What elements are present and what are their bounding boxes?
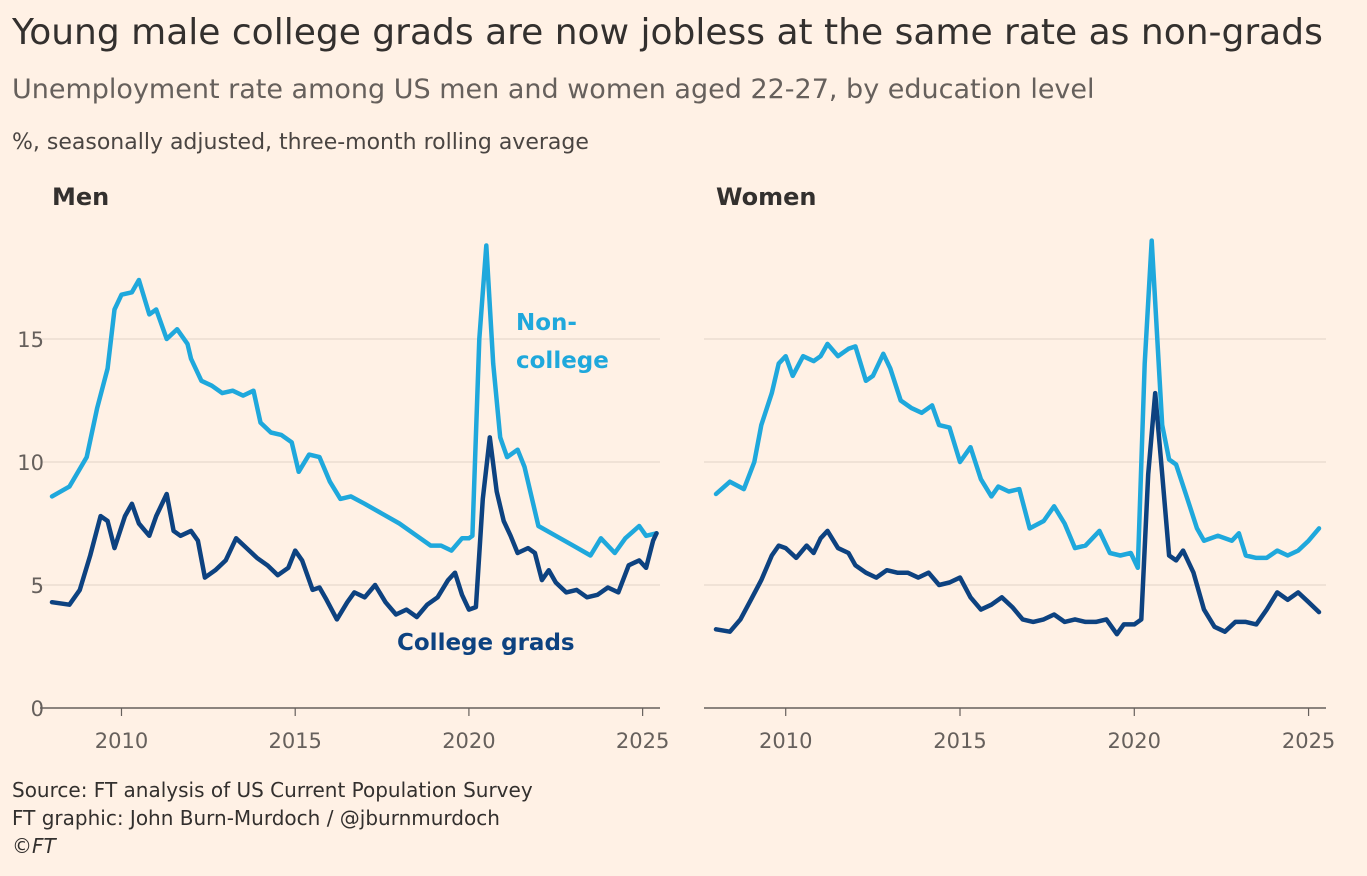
chart-title: Young male college grads are now jobless…	[12, 12, 1323, 53]
y-tick-label: 10	[17, 451, 44, 475]
x-tick-label: 2010	[759, 729, 812, 753]
units-note: %, seasonally adjusted, three-month roll…	[12, 130, 589, 155]
chart-subtitle: Unemployment rate among US men and women…	[12, 74, 1095, 105]
copyright-note: ©FT	[12, 834, 56, 858]
series-label-non-college: Non-	[516, 310, 577, 336]
y-tick-label: 0	[31, 697, 44, 721]
series-line-college-grads	[713, 390, 1322, 637]
series-label-college-grads: College grads	[397, 630, 575, 656]
y-tick-label: 5	[31, 574, 44, 598]
x-tick-label: 2010	[95, 729, 148, 753]
source-note: Source: FT analysis of US Current Popula…	[12, 778, 533, 802]
panel-title-men: Men	[52, 183, 109, 211]
series-line-non-college	[713, 238, 1322, 571]
x-tick-label: 2025	[616, 729, 669, 753]
x-tick-label: 2015	[933, 729, 986, 753]
x-tick-label: 2025	[1282, 729, 1335, 753]
series-line-college-grads	[49, 435, 659, 622]
y-tick-label: 15	[17, 328, 44, 352]
x-tick-label: 2020	[1108, 729, 1161, 753]
series-label-non-college: college	[516, 348, 609, 374]
series-line-non-college	[49, 243, 659, 558]
x-tick-label: 2020	[442, 729, 495, 753]
credit-note: FT graphic: John Burn-Murdoch / @jburnmu…	[12, 806, 500, 830]
x-tick-label: 2015	[268, 729, 321, 753]
panel-title-women: Women	[716, 183, 816, 211]
